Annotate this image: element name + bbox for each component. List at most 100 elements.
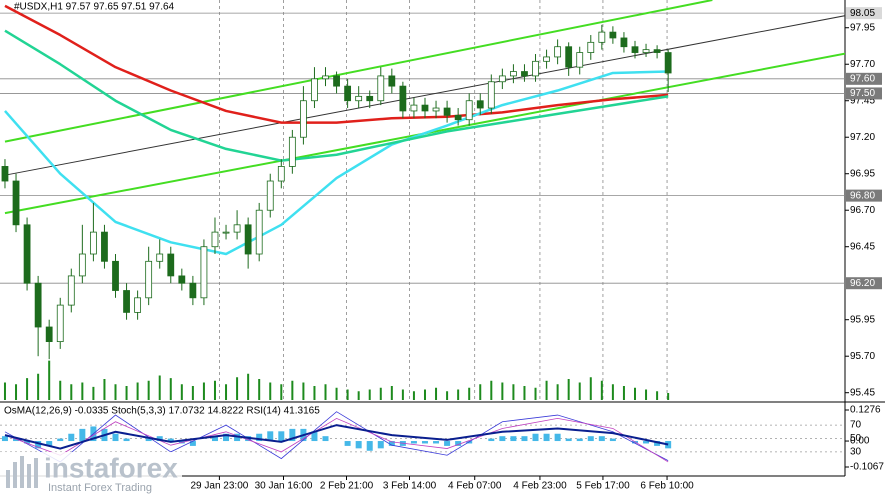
volume-bar xyxy=(125,386,128,400)
osma-bar xyxy=(167,438,174,442)
osma-bar xyxy=(587,436,594,442)
osma-bar xyxy=(123,438,130,442)
volume-bar xyxy=(534,387,537,400)
osma-bar xyxy=(665,441,672,449)
candle-body xyxy=(300,100,307,138)
x-tick-label: 4 Feb 07:00 xyxy=(448,481,502,492)
volume-bar xyxy=(258,379,261,400)
y-tick-label: 97.20 xyxy=(850,132,875,143)
volume-bar xyxy=(435,387,438,400)
candle-body xyxy=(653,49,661,53)
chart-title: #USDX,H1 97.57 97.65 97.51 97.64 xyxy=(14,2,175,13)
volume-bar xyxy=(357,391,360,400)
volume-bar xyxy=(15,384,18,400)
candle-body xyxy=(222,231,230,234)
level-label: 97.50 xyxy=(850,88,875,99)
osma-bar xyxy=(68,433,75,442)
volume-bar xyxy=(202,382,205,400)
volume-bar xyxy=(3,382,6,400)
candle-body xyxy=(510,71,517,77)
osma-bar xyxy=(13,438,20,442)
candle-body xyxy=(609,31,617,39)
candle-body xyxy=(56,304,64,343)
candle-body xyxy=(543,56,550,62)
volume-bar xyxy=(59,380,62,400)
osma-bar xyxy=(57,438,64,442)
candle-body xyxy=(244,224,252,255)
candle-body xyxy=(521,71,528,77)
watermark: instaforex Instant Forex Trading xyxy=(0,452,182,496)
osma-bar xyxy=(355,441,362,449)
osma-bar xyxy=(609,438,616,442)
candle-body xyxy=(642,49,650,53)
y-tick-label: 96.95 xyxy=(850,168,875,179)
level-label-box xyxy=(846,277,882,290)
trendline xyxy=(4,52,845,215)
candle-body xyxy=(366,95,374,102)
volume-bar xyxy=(37,373,40,400)
level-label: 96.80 xyxy=(850,190,875,201)
osma-bar xyxy=(543,433,550,442)
volume-bar xyxy=(423,389,426,400)
volume-bar xyxy=(213,380,216,400)
volume-bar xyxy=(556,384,559,400)
osma-bar xyxy=(499,436,506,442)
candle-body xyxy=(156,253,164,262)
volume-bar xyxy=(622,386,625,400)
moving-average xyxy=(4,29,669,162)
volume-bar xyxy=(191,386,194,400)
osma-bar xyxy=(521,436,528,442)
candle-body xyxy=(587,41,595,53)
volume-bar xyxy=(589,377,592,400)
candle-body xyxy=(443,107,451,116)
y2-tick-label: 70 xyxy=(850,420,862,431)
volume-bar xyxy=(490,380,493,400)
volume-bar xyxy=(136,382,139,400)
volume-bar xyxy=(324,384,327,400)
volume-bar xyxy=(158,375,161,400)
candle-body xyxy=(167,253,175,277)
osma-bar xyxy=(654,441,661,446)
volume-bar xyxy=(225,384,228,400)
osma-bar xyxy=(145,438,152,442)
osma-bar xyxy=(223,433,230,442)
volume-bar xyxy=(169,378,172,400)
volume-bar xyxy=(81,382,84,400)
y-tick-label: 97.95 xyxy=(850,22,875,33)
y-tick-label: 97.70 xyxy=(850,59,875,70)
level-label: 97.60 xyxy=(850,73,875,84)
trendline xyxy=(4,0,713,143)
watermark-tagline: Instant Forex Trading xyxy=(48,482,152,494)
candle-body xyxy=(388,75,396,87)
candle-body xyxy=(189,282,197,299)
volume-bar xyxy=(457,389,460,400)
candle-body xyxy=(277,166,285,182)
candle-body xyxy=(664,52,672,74)
volume-bar xyxy=(48,360,51,400)
candle-body xyxy=(78,253,86,277)
volume-bar xyxy=(645,389,648,400)
x-tick-label: 6 Feb 10:00 xyxy=(640,481,694,492)
y-tick-label: -0.1067 xyxy=(850,462,884,473)
candle-body xyxy=(288,136,296,167)
volume-bar xyxy=(302,382,305,400)
osma-bar xyxy=(311,431,318,442)
candle-body xyxy=(355,95,363,102)
volume-bar xyxy=(578,382,581,400)
osma-bar xyxy=(289,428,296,442)
y-tick-label: 97.45 xyxy=(850,95,875,106)
osma-bar xyxy=(455,441,462,446)
volume-bar xyxy=(280,384,283,400)
osma-bar xyxy=(256,433,263,442)
volume-bar xyxy=(667,393,670,400)
osma-bar xyxy=(510,436,517,442)
osma-bar xyxy=(643,441,650,444)
candle-body xyxy=(410,104,418,112)
candle-body xyxy=(344,85,352,102)
candle-body xyxy=(311,78,318,102)
candle-body xyxy=(233,224,241,233)
osma-bar xyxy=(488,438,495,442)
y2-tick-label: 50 xyxy=(850,433,862,444)
